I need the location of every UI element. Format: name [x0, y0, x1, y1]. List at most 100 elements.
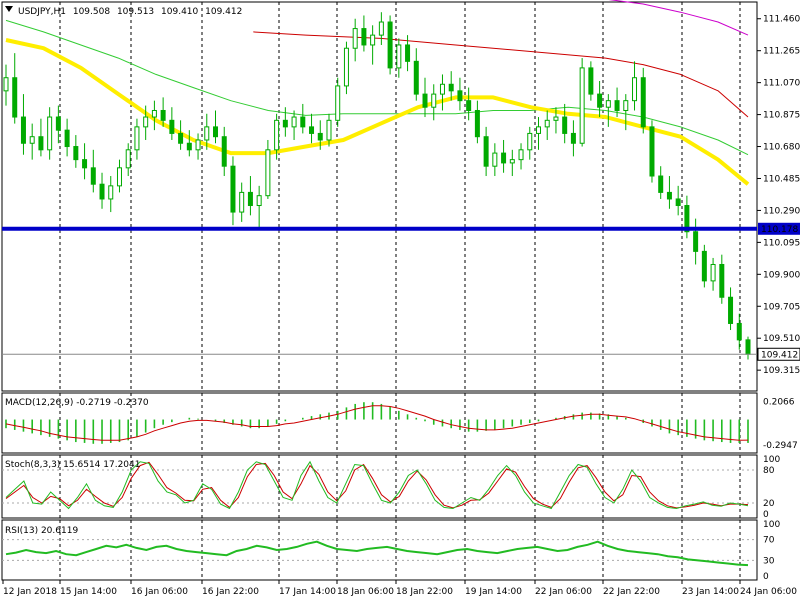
- candle: [518, 143, 524, 170]
- candle-body: [745, 339, 751, 355]
- candle-body: [719, 263, 725, 298]
- candle-body: [213, 126, 219, 138]
- candle-body: [431, 93, 437, 108]
- candle: [335, 77, 341, 127]
- ma-longest-line: [608, 0, 749, 36]
- rsi-tick-label: 100: [763, 520, 780, 530]
- candle-body: [178, 132, 184, 144]
- candle: [134, 118, 140, 160]
- time-tick-label: 16 Jan 06:00: [131, 587, 188, 597]
- candle-body: [623, 100, 629, 111]
- candle-body: [562, 116, 568, 134]
- candle-body: [632, 77, 638, 102]
- candle-body: [614, 100, 620, 111]
- macd-tick-label: -0.2947: [763, 441, 798, 451]
- time-tick-label: 15 Jan 14:00: [60, 587, 117, 597]
- stochastic-main-line: [5, 460, 749, 510]
- candle-body: [544, 119, 550, 128]
- rsi-tick-label: 70: [763, 536, 775, 546]
- candle-body: [518, 149, 524, 161]
- candle-body: [38, 136, 44, 151]
- rsi-panel[interactable]: RSI(13) 20.6119 100 70 30 0: [2, 520, 780, 582]
- candle-body: [186, 142, 192, 151]
- candle-body: [361, 28, 367, 46]
- rsi-tick-label: 0: [763, 572, 769, 582]
- candle-body: [108, 185, 114, 200]
- candle: [47, 107, 53, 160]
- candle: [343, 41, 349, 95]
- candle: [239, 182, 245, 222]
- candle: [370, 25, 376, 65]
- candle: [649, 120, 655, 183]
- macd-panel[interactable]: MACD(12,26,9) -0.2719 -0.2370 0.2066 -0.2…: [5, 398, 798, 451]
- candle-body: [99, 183, 105, 200]
- stochastic-signal-line: [5, 461, 749, 509]
- candle-body: [291, 116, 297, 128]
- candles: [3, 12, 751, 360]
- candle: [116, 159, 122, 193]
- candle-body: [317, 132, 323, 141]
- candle-body: [274, 119, 280, 151]
- candle: [90, 149, 96, 193]
- candle: [55, 105, 61, 144]
- stochastic-tick-label: 100: [763, 455, 780, 465]
- candle-body: [204, 126, 210, 141]
- candle-body: [160, 109, 166, 121]
- candle-body: [230, 165, 236, 213]
- candle-body: [728, 296, 734, 324]
- candle: [509, 149, 515, 177]
- candle-body: [116, 167, 122, 187]
- price-panel[interactable]: USDJPY,H1 109.508 109.513 109.410 109.41…: [2, 0, 800, 376]
- candle-body: [736, 322, 742, 341]
- rsi-axis: 100 70 30 0: [763, 520, 780, 582]
- rsi-label: RSI(13) 20.6119: [5, 526, 78, 536]
- symbol-label: USDJPY,H1: [18, 7, 66, 17]
- panel-frame: [1, 1, 758, 392]
- price-tick-label: 109.705: [763, 302, 800, 312]
- candle-body: [649, 126, 655, 177]
- candle-body: [73, 146, 79, 161]
- time-axis: 12 Jan 2018 15 Jan 14:00 16 Jan 06:00 16 Ja…: [2, 580, 797, 597]
- candle: [256, 185, 262, 229]
- candle-body: [579, 67, 585, 144]
- dropdown-triangle-icon[interactable]: [5, 6, 13, 12]
- candle: [570, 120, 576, 157]
- candle: [466, 87, 472, 121]
- candle: [108, 176, 114, 213]
- candle-body: [55, 116, 61, 131]
- open-value: 109.508: [73, 7, 110, 17]
- candle-body: [125, 149, 131, 169]
- candle: [728, 287, 734, 331]
- price-tick-label: 111.460: [763, 15, 800, 25]
- candle: [448, 71, 454, 101]
- candle: [73, 135, 79, 168]
- rsi-line: [5, 540, 749, 567]
- candle: [535, 117, 541, 150]
- candle-body: [12, 77, 18, 118]
- candle: [719, 254, 725, 304]
- candle: [151, 100, 157, 131]
- time-tick-label: 22 Jan 06:00: [535, 587, 592, 597]
- candle: [483, 126, 489, 177]
- candle: [474, 100, 480, 144]
- candle-body: [221, 136, 227, 167]
- ma-mid-line: [5, 19, 749, 156]
- candle-body: [169, 119, 175, 134]
- candle: [579, 58, 585, 147]
- candle-body: [501, 152, 507, 164]
- stochastic-tick-label: 0: [763, 510, 769, 520]
- candle: [186, 130, 192, 157]
- price-tick-label: 110.095: [763, 238, 800, 248]
- candle: [82, 143, 88, 180]
- candle: [501, 139, 507, 173]
- session-separators: [59, 2, 741, 580]
- candle: [605, 94, 611, 127]
- price-tick-label: 109.900: [763, 270, 800, 280]
- candle-body: [448, 83, 454, 92]
- ma-slow-line: [253, 31, 749, 118]
- candle-body: [553, 116, 559, 121]
- candle: [29, 123, 35, 160]
